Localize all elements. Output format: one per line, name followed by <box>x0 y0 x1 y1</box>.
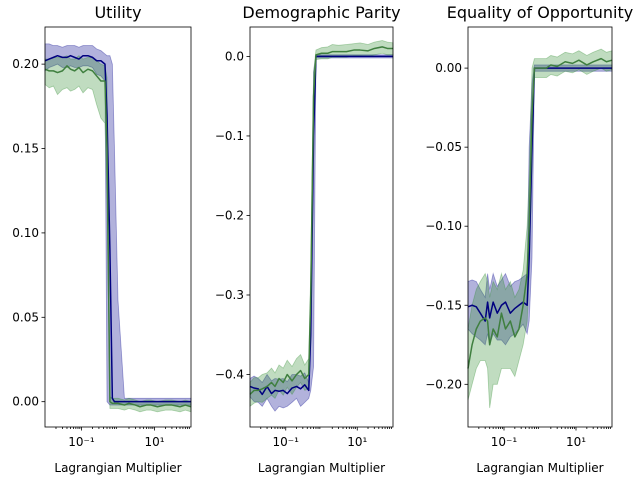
y-tick-label: −0.3 <box>215 288 244 302</box>
line-green <box>467 57 613 369</box>
line-blue <box>44 54 191 403</box>
x-tick-label: 10⁻¹ <box>491 435 518 449</box>
band-blue <box>249 54 394 412</box>
y-tick-label: −0.4 <box>215 368 244 382</box>
y-tick-label: 0.05 <box>12 310 39 324</box>
line-green <box>249 46 393 395</box>
y-tick-label: 0.00 <box>12 395 39 409</box>
panel-title: Utility <box>94 3 141 22</box>
panel-title: Demographic Parity <box>242 3 400 22</box>
panel-equality-of-opportunity: 0.00 −0.05 −0.10 −0.15 −0.20 10⁻¹ 10¹ Equality … <box>425 3 633 475</box>
y-tick-label: 0.20 <box>12 57 39 71</box>
band-green <box>249 40 394 408</box>
y-tick-label: −0.15 <box>425 298 462 312</box>
y-tick-label: 0.0 <box>225 49 244 63</box>
axes-frame <box>467 26 613 428</box>
x-tick-label: 10⁻¹ <box>273 435 300 449</box>
panel-demographic-parity: 0.0 −0.1 −0.2 −0.3 −0.4 10⁻¹ 10¹ Demographic Pa… <box>215 3 401 475</box>
x-tick-label: 10¹ <box>566 435 586 449</box>
band-blue <box>44 43 192 406</box>
panel-title: Equality of Opportunity <box>447 3 633 22</box>
y-tick-label: −0.10 <box>425 219 462 233</box>
x-tick-label: 10¹ <box>347 435 367 449</box>
x-tick-label: 10¹ <box>144 435 164 449</box>
y-tick-label: 0.00 <box>435 61 462 75</box>
x-tick-label: 10⁻¹ <box>68 435 95 449</box>
panel-utility: 0.20 0.15 0.10 0.05 0.00 10⁻¹ 10¹ Utility Lagran… <box>12 3 192 475</box>
band-green <box>467 48 613 409</box>
x-axis-label: Lagrangian Multiplier <box>54 461 181 475</box>
axes-frame <box>44 26 192 428</box>
line-blue <box>467 67 612 322</box>
line-green <box>44 65 192 408</box>
y-tick-label: −0.1 <box>215 129 244 143</box>
x-axis-label: Lagrangian Multiplier <box>476 461 603 475</box>
y-tick-label: 0.10 <box>12 226 39 240</box>
y-tick-label: 0.15 <box>12 142 39 156</box>
line-blue <box>249 55 393 396</box>
y-tick-label: −0.2 <box>215 208 244 222</box>
axes-frame <box>249 26 394 428</box>
y-tick-label: −0.20 <box>425 377 462 391</box>
y-tick-label: −0.05 <box>425 140 462 154</box>
x-axis-label: Lagrangian Multiplier <box>258 461 385 475</box>
